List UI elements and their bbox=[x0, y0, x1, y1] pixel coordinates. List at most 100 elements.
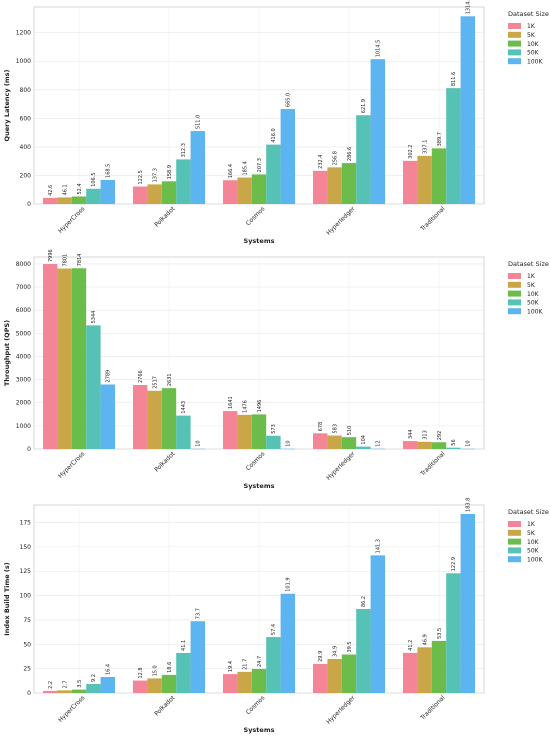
chart-1-xtick-label: Polkadot bbox=[153, 450, 177, 474]
chart-2-legend-label-1K: 1K bbox=[527, 521, 536, 528]
chart-2-data-label: 183.8 bbox=[466, 498, 472, 512]
chart-1-bar-100K-Hyperledger bbox=[370, 448, 385, 450]
chart-0-data-label: 52.4 bbox=[77, 183, 83, 194]
chart-0-data-label: 621.9 bbox=[361, 99, 367, 113]
chart-1-bar-50K-Polkadot bbox=[176, 415, 191, 449]
chart-1-data-label: 2766 bbox=[138, 370, 144, 383]
chart-2-bar-5K-Polkadot bbox=[147, 678, 162, 693]
chart-0-bar-100K-Polkadot bbox=[190, 131, 205, 204]
chart-0-data-label: 106.5 bbox=[91, 172, 97, 186]
chart-1-bar-1K-Traditional bbox=[403, 441, 418, 449]
chart-1-ytick-label: 6000 bbox=[16, 307, 31, 314]
chart-0: 0 200 400 600 800 1000 1200 42.6 122.5 166.4 232.4… bbox=[3, 0, 549, 245]
chart-0-xtick-label: Cosmos bbox=[245, 205, 267, 227]
chart-1: 0 1000 2000 3000 4000 5000 6000 7000 8000 7996 276… bbox=[3, 249, 549, 490]
chart-1-bar-100K-Cosmos bbox=[280, 448, 295, 450]
chart-0-data-label: 256.8 bbox=[332, 151, 338, 165]
chart-2-bar-50K-Cosmos bbox=[266, 637, 281, 693]
chart-2-xtick-label: Polkadot bbox=[153, 694, 177, 718]
chart-2-ytick-label: 125 bbox=[20, 568, 32, 575]
chart-0-bar-5K-Cosmos bbox=[237, 177, 252, 204]
chart-0-bar-1K-Polkadot bbox=[133, 186, 148, 204]
chart-0-xtick-label: HyperCross bbox=[57, 205, 86, 234]
chart-1-data-label: 10 bbox=[196, 440, 202, 446]
chart-0-data-label: 312.3 bbox=[181, 143, 187, 157]
chart-2-xtick-label: HyperCross bbox=[57, 694, 86, 723]
chart-0-data-label: 166.4 bbox=[228, 164, 234, 178]
chart-2-ytick-label: 0 bbox=[27, 690, 31, 697]
chart-0-xtick-label: Traditional bbox=[419, 205, 447, 233]
chart-1-data-label: 2517 bbox=[152, 376, 158, 389]
chart-1-bar-1K-Cosmos bbox=[223, 411, 238, 449]
chart-2-data-label: 15.0 bbox=[152, 665, 158, 676]
chart-1-data-label: 583 bbox=[332, 424, 338, 434]
chart-2-data-label: 46.9 bbox=[422, 634, 428, 645]
chart-2-data-label: 29.9 bbox=[318, 651, 324, 662]
chart-1-bar-5K-Polkadot bbox=[147, 390, 162, 449]
chart-2-legend-swatch-100K bbox=[508, 556, 521, 563]
chart-2-data-label: 24.7 bbox=[257, 656, 263, 667]
chart-0-data-label: 185.4 bbox=[242, 161, 248, 175]
chart-1-data-label: 573 bbox=[271, 424, 277, 434]
chart-0-ytick-label: 0 bbox=[27, 201, 31, 208]
chart-0-legend-swatch-5K bbox=[508, 31, 521, 38]
chart-2-bar-100K-Polkadot bbox=[190, 621, 205, 693]
chart-0-bar-1K-Traditional bbox=[403, 160, 418, 204]
chart-2-legend-swatch-1K bbox=[508, 521, 521, 527]
chart-2-ytick-label: 100 bbox=[20, 593, 32, 600]
chart-1-data-label: 510 bbox=[347, 426, 353, 436]
chart-0-data-label: 207.3 bbox=[257, 158, 263, 172]
chart-0-data-label: 137.3 bbox=[152, 168, 158, 182]
chart-2-data-label: 19.4 bbox=[228, 661, 234, 672]
chart-2-bar-100K-Cosmos bbox=[280, 593, 295, 693]
chart-0-data-label: 337.1 bbox=[422, 140, 428, 154]
chart-1-legend-title: Dataset Size bbox=[508, 260, 549, 268]
chart-1-xtick-label: Traditional bbox=[419, 450, 447, 478]
chart-0-bar-5K-HyperCross bbox=[57, 197, 72, 204]
chart-1-ytick-label: 4000 bbox=[16, 353, 31, 360]
chart-2-bar-10K-Traditional bbox=[431, 640, 447, 693]
chart-2-bar-1K-Cosmos bbox=[223, 674, 238, 693]
chart-0-bar-50K-HyperCross bbox=[86, 188, 101, 204]
chart-2-legend-swatch-5K bbox=[508, 529, 521, 536]
chart-1-data-label: 1496 bbox=[257, 400, 263, 413]
chart-1-data-label: 1476 bbox=[242, 400, 248, 413]
chart-2-legend-label-100K: 100K bbox=[527, 556, 543, 563]
chart-2-legend-label-50K: 50K bbox=[527, 548, 540, 555]
chart-0-bar-50K-Hyperledger bbox=[356, 115, 371, 204]
chart-2-ytick-label: 25 bbox=[23, 666, 31, 673]
chart-1-bar-100K-Traditional bbox=[460, 448, 475, 450]
chart-0-legend-title: Dataset Size bbox=[508, 10, 549, 18]
chart-2-xtick-label: Hyperledger bbox=[325, 694, 357, 726]
chart-0-ytick-label: 1200 bbox=[16, 30, 31, 37]
chart-0-bar-100K-HyperCross bbox=[100, 179, 115, 204]
chart-2-bar-10K-HyperCross bbox=[71, 689, 87, 693]
chart-2-ytick-label: 50 bbox=[23, 641, 31, 648]
chart-2-bar-1K-Hyperledger bbox=[313, 663, 328, 693]
chart-2-bar-50K-Polkadot bbox=[176, 652, 191, 693]
chart-1-data-label: 2631 bbox=[167, 373, 173, 386]
chart-1-legend-label-100K: 100K bbox=[527, 308, 543, 315]
chart-1-legend-label-1K: 1K bbox=[527, 273, 536, 280]
chart-2-data-label: 57.4 bbox=[271, 624, 277, 635]
chart-1-data-label: 2789 bbox=[106, 370, 112, 383]
chart-0-ytick-label: 600 bbox=[20, 115, 32, 122]
chart-0-data-label: 1314.8 bbox=[466, 0, 472, 14]
chart-1-data-label: 292 bbox=[437, 431, 443, 441]
chart-1-bar-1K-Hyperledger bbox=[313, 433, 328, 449]
chart-0-ytick-label: 400 bbox=[20, 144, 32, 151]
chart-2-data-label: 86.2 bbox=[361, 596, 367, 607]
chart-1-data-label: 5344 bbox=[91, 311, 97, 324]
chart-1-bar-50K-Traditional bbox=[446, 447, 461, 449]
chart-1-legend-label-50K: 50K bbox=[527, 300, 540, 307]
chart-2-data-label: 39.5 bbox=[347, 641, 353, 652]
chart-1-data-label: 10 bbox=[466, 440, 472, 446]
chart-1-bar-50K-HyperCross bbox=[86, 325, 101, 449]
chart-2-data-label: 16.4 bbox=[106, 664, 112, 675]
chart-1-data-label: 10 bbox=[286, 440, 292, 446]
chart-0-data-label: 1014.5 bbox=[376, 40, 382, 58]
chart-0-data-label: 122.5 bbox=[138, 170, 144, 184]
